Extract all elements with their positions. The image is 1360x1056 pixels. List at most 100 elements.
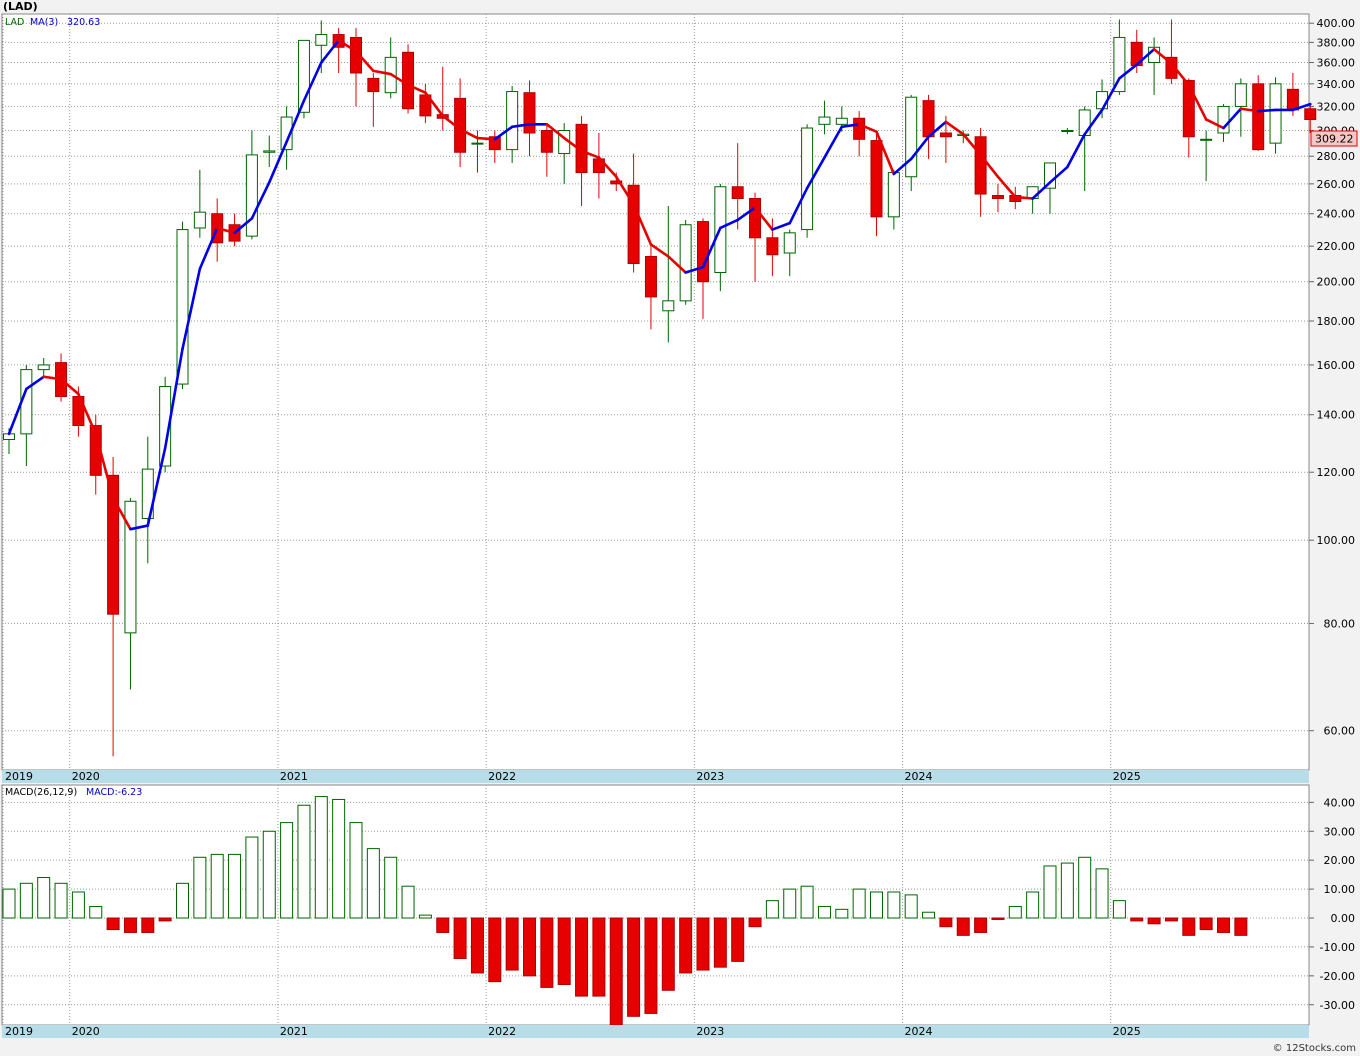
ma-segment — [337, 39, 358, 53]
macd-bar-negative — [106, 917, 120, 931]
candle-up — [124, 500, 137, 634]
candle-down — [922, 100, 935, 138]
macd-bar-positive — [210, 853, 224, 919]
macd-bar-positive — [765, 900, 779, 919]
macd-bar-negative — [679, 917, 693, 974]
candle-up — [471, 142, 484, 145]
ma-segment — [597, 156, 618, 179]
macd-bar-positive — [54, 882, 68, 919]
macd-bar-negative — [436, 917, 450, 933]
ma-segment — [1239, 107, 1260, 113]
macd-bar-negative — [1217, 917, 1230, 933]
price-x-tick-label: 2023 — [696, 770, 724, 783]
ma-segment — [875, 130, 896, 176]
macd-bar-negative — [748, 917, 762, 928]
macd-bar-negative — [575, 917, 589, 997]
macd-bar-positive — [71, 891, 85, 919]
macd-bar-negative — [158, 917, 172, 922]
ma-segment — [372, 69, 393, 76]
candle-down — [1165, 56, 1178, 79]
macd-bar-positive — [89, 905, 103, 919]
macd-bar-positive — [297, 804, 311, 919]
candle-down — [731, 186, 744, 199]
macd-bar-positive — [245, 836, 259, 919]
ma-segment — [510, 123, 531, 129]
price-y-tick-label: 260.00 — [1317, 178, 1356, 191]
candle-up — [1061, 129, 1074, 132]
candle-down — [367, 77, 380, 93]
candle-down — [697, 221, 709, 283]
price-y-axis: 60.00 80.00 100.00 120.00 140.00 160.00 180.00… — [1309, 17, 1356, 738]
candle-up — [280, 116, 293, 151]
macd-y-axis: 40.00 30.00 20.00 10.00 0.00 -10.00 -20.00 -30.… — [1309, 796, 1356, 1012]
macd-bar-positive — [904, 894, 918, 919]
ma-segment — [1204, 118, 1225, 130]
price-y-tick-label: 240.00 — [1317, 208, 1356, 221]
price-time-axis — [2, 770, 1309, 783]
macd-x-tick-label: 2019 — [5, 1025, 33, 1038]
candle-down — [540, 129, 553, 153]
ma-segment — [632, 203, 653, 246]
candle-down — [1182, 80, 1195, 138]
ma-segment — [77, 392, 98, 436]
candle-down — [766, 237, 779, 256]
ma-segment — [285, 99, 306, 144]
ma-segment — [1187, 83, 1208, 121]
candle-down — [610, 180, 623, 185]
ma-segment — [302, 61, 323, 102]
candle-up — [245, 154, 258, 237]
candle-up — [176, 229, 189, 385]
price-y-tick-label: 100.00 — [1317, 534, 1356, 547]
price-y-tick-label: 340.00 — [1317, 78, 1356, 91]
candle-down — [350, 36, 362, 74]
macd-bar-positive — [193, 856, 207, 919]
ma-segment — [736, 206, 757, 222]
candle-up — [159, 386, 172, 467]
price-panel — [1, 13, 1310, 771]
candle-up — [1078, 109, 1091, 137]
candle-down — [1286, 88, 1299, 111]
ma-segment — [25, 375, 46, 391]
macd-bar-positive — [2, 888, 16, 919]
ma-segment — [788, 186, 809, 225]
price-y-tick-label: 380.00 — [1317, 36, 1356, 49]
ma-segment — [1170, 62, 1191, 87]
macd-x-tick-label: 2022 — [488, 1025, 516, 1038]
macd-x-tick-label: 2024 — [905, 1025, 933, 1038]
moving-average-line — [7, 39, 1312, 531]
candle-up — [679, 224, 692, 302]
macd-bar-positive — [1043, 865, 1057, 919]
candle-up — [315, 34, 328, 46]
ma-segment — [996, 175, 1017, 199]
macd-legend: MACD(26,12,9) — [5, 787, 77, 798]
ma-segment — [354, 49, 375, 73]
candle-up — [1200, 138, 1213, 141]
macd-bar-negative — [488, 917, 502, 983]
candle-down — [523, 92, 536, 134]
macd-bar-negative — [1199, 917, 1213, 931]
macd-bar-negative — [557, 917, 571, 986]
macd-bar-negative — [627, 917, 641, 1017]
macd-y-tick-label: 30.00 — [1324, 825, 1356, 838]
macd-bar-negative — [956, 917, 970, 936]
ma-segment — [719, 218, 740, 230]
macd-x-tick-label: 2025 — [1113, 1025, 1141, 1038]
macd-histogram — [2, 796, 1248, 1026]
macd-bar-negative — [1147, 917, 1161, 925]
candle-down — [991, 195, 1004, 199]
macd-bar-negative — [540, 917, 554, 988]
ma-segment — [927, 120, 948, 139]
price-x-tick-label: 2019 — [5, 770, 33, 783]
macd-y-tick-label: -10.00 — [1320, 941, 1355, 954]
price-y-tick-label: 360.00 — [1317, 57, 1356, 70]
macd-bar-positive — [1078, 856, 1092, 919]
ma-segment — [545, 123, 566, 140]
macd-y-tick-label: 20.00 — [1324, 854, 1356, 867]
ma-segment — [59, 377, 80, 396]
macd-bar-negative — [661, 917, 675, 991]
macd-bar-positive — [783, 888, 797, 919]
ma-value: 320.63 — [67, 17, 100, 28]
ma-segment — [424, 91, 445, 118]
candle-down — [939, 132, 952, 138]
macd-bar-negative — [731, 917, 745, 962]
